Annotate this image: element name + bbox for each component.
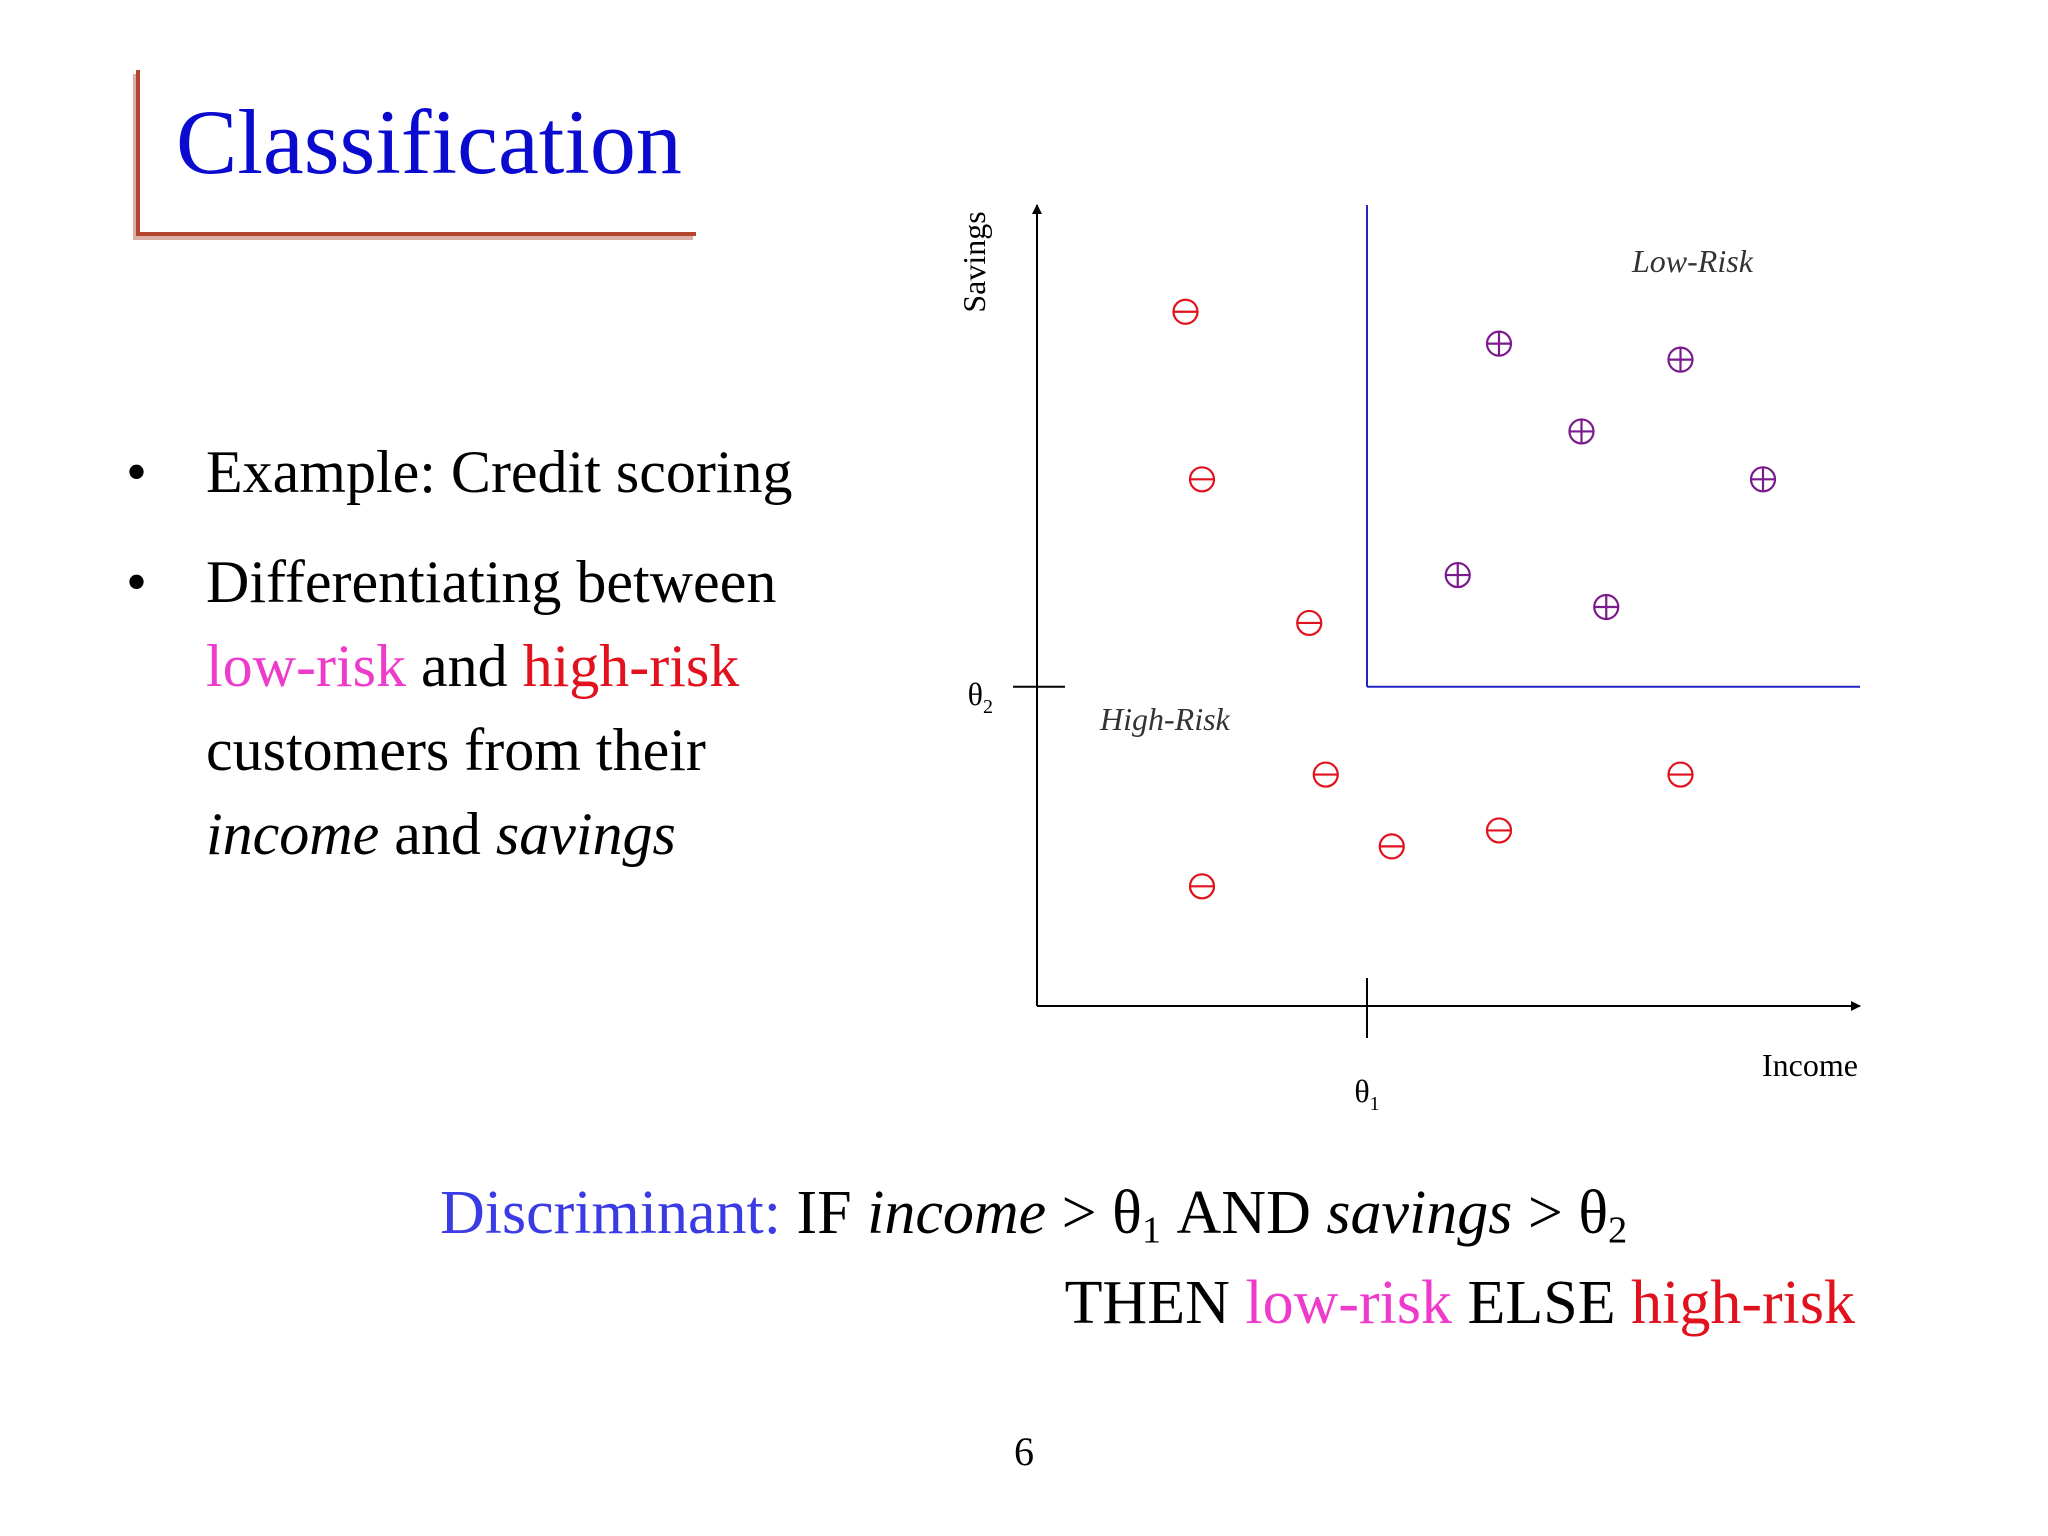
high-risk-point bbox=[1188, 873, 1216, 900]
formula-if: IF bbox=[780, 1179, 868, 1247]
formula-sub1: 1 bbox=[1141, 1209, 1162, 1252]
formula-then: THEN bbox=[1064, 1269, 1246, 1337]
discriminant-label: Discriminant: bbox=[440, 1179, 781, 1247]
formula-high-risk: high-risk bbox=[1631, 1269, 1855, 1337]
formula-sub2: 2 bbox=[1608, 1209, 1628, 1252]
income-term: income bbox=[206, 801, 380, 867]
slide-title: Classification bbox=[176, 91, 682, 193]
y-axis-label: Savings bbox=[956, 211, 992, 312]
discriminant-line-1: Discriminant: IF income > θ1 AND savings… bbox=[440, 1182, 1627, 1250]
formula-and: AND bbox=[1161, 1179, 1327, 1247]
x-axis-label: Income bbox=[1762, 1047, 1858, 1083]
bullet-text-part: and bbox=[405, 633, 523, 699]
high-risk-point bbox=[1172, 298, 1199, 325]
formula-gt-theta1: > θ bbox=[1046, 1179, 1142, 1247]
high-risk-point bbox=[1667, 761, 1694, 788]
bullet-text-part: Differentiating between bbox=[206, 549, 777, 615]
high-risk-point bbox=[1296, 609, 1323, 637]
low-risk-point bbox=[1485, 330, 1513, 357]
high-risk-term: high-risk bbox=[522, 633, 740, 699]
formula-low-risk: low-risk bbox=[1245, 1269, 1453, 1337]
title-frame bbox=[136, 70, 696, 236]
high-risk-point bbox=[1188, 466, 1216, 493]
high-risk-point bbox=[1312, 761, 1339, 788]
low-risk-point bbox=[1568, 418, 1595, 445]
low-risk-point bbox=[1667, 346, 1694, 373]
page-number: 6 bbox=[1014, 1429, 1034, 1474]
bullet-text-part: customers from their bbox=[206, 717, 706, 783]
high-risk-region-label: High-Risk bbox=[1099, 701, 1231, 737]
high-risk-point bbox=[1378, 833, 1405, 860]
theta1-label: θ1 bbox=[1354, 1073, 1379, 1115]
bullet-text: Example: Credit scoring bbox=[206, 439, 793, 505]
low-risk-point bbox=[1749, 466, 1777, 493]
savings-term: savings bbox=[495, 801, 676, 867]
bullet-item: • Differentiating between low-risk and h… bbox=[120, 540, 840, 876]
bullet-item: • Example: Credit scoring bbox=[120, 430, 840, 514]
high-risk-point bbox=[1485, 817, 1513, 844]
data-points bbox=[1172, 298, 1777, 900]
discriminant-line-2: THEN low-risk ELSE high-risk bbox=[1065, 1272, 1855, 1334]
bullet-text-part: and bbox=[379, 801, 496, 867]
bullet-dot-icon: • bbox=[126, 549, 148, 615]
formula-savings: savings bbox=[1326, 1179, 1513, 1247]
formula-else: ELSE bbox=[1452, 1269, 1632, 1337]
bullet-list: • Example: Credit scoring • Differentiat… bbox=[120, 430, 840, 902]
formula-income: income bbox=[867, 1179, 1047, 1247]
low-risk-point bbox=[1444, 561, 1471, 589]
low-risk-point bbox=[1593, 593, 1620, 621]
bullet-dot-icon: • bbox=[126, 439, 148, 505]
formula-gt-theta2: > θ bbox=[1512, 1179, 1609, 1247]
low-risk-region-label: Low-Risk bbox=[1631, 243, 1754, 279]
low-risk-term: low-risk bbox=[206, 633, 406, 699]
theta2-label: θ2 bbox=[968, 676, 993, 718]
